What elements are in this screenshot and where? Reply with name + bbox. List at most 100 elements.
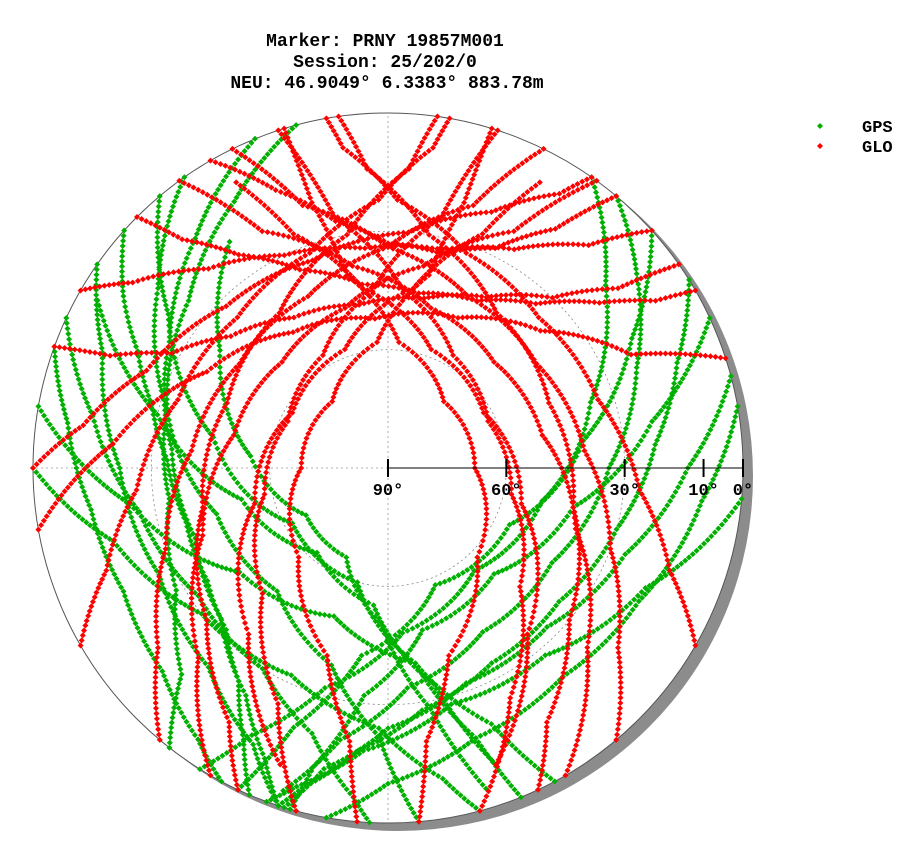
data-point bbox=[359, 665, 366, 672]
data-point bbox=[304, 639, 311, 646]
data-point bbox=[709, 422, 716, 429]
data-point bbox=[674, 359, 681, 366]
data-point bbox=[599, 359, 606, 365]
data-point bbox=[335, 570, 342, 577]
data-point bbox=[622, 361, 629, 368]
data-point bbox=[586, 404, 593, 411]
data-point bbox=[335, 759, 342, 765]
data-point bbox=[602, 244, 609, 251]
data-point bbox=[501, 651, 508, 658]
data-point bbox=[235, 687, 242, 694]
data-point bbox=[246, 711, 253, 718]
data-point bbox=[63, 415, 70, 422]
data-point bbox=[355, 668, 362, 675]
data-point bbox=[675, 484, 682, 491]
data-point bbox=[128, 329, 135, 335]
session-title-line: Session: 25/202/0 bbox=[293, 53, 477, 73]
data-point bbox=[541, 496, 548, 503]
data-point bbox=[602, 253, 609, 260]
data-point bbox=[642, 288, 649, 295]
data-point bbox=[702, 435, 709, 442]
series-gps bbox=[30, 122, 745, 826]
data-point bbox=[386, 760, 393, 767]
data-point bbox=[160, 237, 167, 244]
data-point bbox=[241, 488, 248, 495]
data-point bbox=[576, 601, 583, 608]
data-point bbox=[586, 430, 593, 437]
data-point bbox=[242, 766, 249, 773]
data-point bbox=[409, 625, 416, 632]
data-point bbox=[166, 686, 173, 693]
data-point bbox=[142, 383, 149, 390]
data-point bbox=[164, 682, 171, 689]
data-point bbox=[168, 427, 175, 434]
data-point bbox=[245, 562, 252, 569]
data-point bbox=[264, 507, 271, 514]
data-point bbox=[212, 190, 219, 197]
data-point bbox=[400, 792, 407, 799]
data-point bbox=[316, 651, 322, 658]
data-point bbox=[227, 538, 234, 545]
data-point bbox=[178, 709, 185, 716]
data-point bbox=[185, 250, 192, 257]
marker-title-line: Marker: PRNY 19857M001 bbox=[266, 32, 504, 52]
data-point bbox=[241, 148, 248, 155]
data-point bbox=[119, 273, 126, 280]
data-point bbox=[376, 653, 382, 660]
data-point bbox=[257, 745, 264, 752]
data-point bbox=[604, 309, 611, 315]
data-point bbox=[680, 474, 687, 481]
data-point bbox=[213, 606, 220, 613]
data-point bbox=[189, 542, 196, 549]
data-point bbox=[173, 193, 180, 200]
data-point bbox=[229, 663, 236, 670]
data-point bbox=[191, 406, 198, 413]
data-point bbox=[604, 324, 611, 331]
data-point bbox=[162, 302, 169, 309]
data-point bbox=[223, 173, 230, 180]
data-point bbox=[418, 710, 425, 717]
data-point bbox=[425, 594, 432, 601]
data-point bbox=[215, 774, 222, 781]
data-point bbox=[647, 258, 654, 265]
data-point bbox=[464, 567, 471, 573]
data-point bbox=[143, 387, 150, 394]
data-point bbox=[62, 411, 69, 417]
data-point bbox=[369, 737, 376, 744]
data-point bbox=[318, 688, 325, 695]
data-point bbox=[598, 363, 605, 370]
data-point bbox=[154, 239, 161, 246]
data-point bbox=[243, 697, 250, 704]
data-point bbox=[484, 550, 491, 557]
data-point bbox=[459, 683, 466, 690]
data-point bbox=[467, 678, 474, 684]
data-point bbox=[237, 712, 244, 718]
data-point bbox=[423, 617, 430, 624]
data-point bbox=[505, 648, 512, 655]
data-point bbox=[184, 393, 191, 400]
data-point bbox=[440, 605, 447, 612]
data-point bbox=[165, 316, 172, 323]
data-point bbox=[284, 610, 291, 617]
data-point bbox=[707, 426, 714, 433]
data-point bbox=[231, 668, 238, 675]
data-point bbox=[372, 729, 378, 736]
data-point bbox=[120, 237, 127, 244]
data-point bbox=[153, 296, 160, 303]
data-point bbox=[622, 551, 629, 558]
data-point bbox=[628, 502, 635, 509]
data-point bbox=[203, 208, 210, 215]
data-point bbox=[215, 186, 222, 193]
data-point bbox=[685, 297, 692, 304]
data-point bbox=[405, 801, 412, 808]
data-point bbox=[387, 730, 394, 737]
data-point bbox=[137, 363, 144, 370]
data-point bbox=[206, 592, 213, 599]
data-point bbox=[358, 713, 365, 720]
data-point bbox=[120, 293, 127, 300]
data-point bbox=[717, 403, 724, 410]
data-point bbox=[90, 516, 97, 523]
data-point bbox=[377, 737, 384, 744]
data-point bbox=[155, 203, 162, 210]
data-point bbox=[60, 406, 67, 413]
